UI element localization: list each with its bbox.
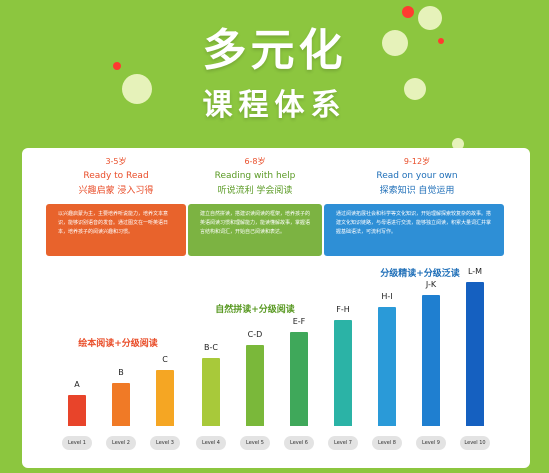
level-bar	[246, 345, 264, 426]
level-badge: Level 2	[106, 436, 136, 450]
stage-header-3: 9-12岁 Read on your own 探索知识 自觉运用	[324, 156, 510, 196]
level-bar	[290, 332, 308, 426]
stage-english-title: Reading with help	[214, 171, 296, 181]
bar-label: E-F	[292, 317, 306, 327]
level-bar	[466, 282, 484, 426]
level-badge: Level 8	[372, 436, 402, 450]
stage-chinese-title: 探索知识 自觉运用	[379, 186, 455, 196]
bar-label: C-D	[247, 330, 263, 339]
decor-dot	[402, 6, 414, 18]
stage-age: 3-5岁	[105, 157, 127, 166]
group-label-3: 分级精读+分级泛读	[380, 269, 460, 279]
stage-header-1: 3-5岁 Ready to Read 兴趣启蒙 浸入习得	[46, 156, 186, 196]
level-badge: Level 6	[284, 436, 314, 450]
course-panel: 3-5岁 Ready to Read 兴趣启蒙 浸入习得 6-8岁 Readin…	[22, 148, 530, 468]
bar-label: L-M	[467, 267, 483, 276]
level-bar	[378, 307, 396, 426]
bar-label: B-C	[204, 342, 218, 352]
hero-title: 多元化	[202, 25, 347, 76]
decor-dot	[382, 30, 408, 56]
bar-label: B	[118, 367, 124, 377]
stage-age: 6-8岁	[244, 157, 266, 166]
level-bar	[202, 357, 220, 426]
group-label-1: 绘本阅读+分级阅读	[78, 339, 158, 349]
level-bar	[156, 370, 174, 426]
level-bar	[112, 382, 130, 426]
level-badge: Level 3	[150, 436, 180, 450]
decor-dot	[452, 138, 464, 150]
group-label-2: 自然拼读+分级阅读	[215, 305, 295, 315]
stage-chinese-title: 兴趣启蒙 浸入习得	[78, 186, 154, 196]
bar-label: F-H	[336, 304, 350, 314]
decor-dot	[113, 62, 121, 70]
decor-dot	[122, 74, 152, 104]
stage-english-title: Ready to Read	[83, 171, 149, 181]
bar-label: C	[162, 355, 168, 365]
decor-dot	[404, 78, 426, 100]
bar-label: A	[74, 380, 80, 390]
decor-dot	[418, 6, 442, 30]
level-badge: Level 10	[460, 436, 490, 450]
stage-age: 9-12岁	[403, 157, 431, 166]
level-bar	[68, 395, 86, 426]
hero-subtitle: 课程体系	[202, 88, 347, 123]
level-bar	[422, 294, 440, 426]
stage-description: 以兴趣启蒙为主，主要培养听说能力，培养文本意识，能够识别语音的发音。通过图文在一…	[46, 204, 186, 256]
bar-label: J-K	[425, 279, 437, 289]
stage-header-2: 6-8岁 Reading with help 听说流利 学会阅读	[188, 156, 322, 196]
stage-chinese-title: 听说流利 学会阅读	[217, 186, 293, 196]
stage-description: 通过阅读拓展社会和科学等文化知识，开始理解探索较复杂的故事。搭建文化知识链路，与…	[324, 204, 504, 256]
level-bar	[334, 319, 352, 426]
level-badge: Level 5	[240, 436, 270, 450]
stage-description: 建立自然拼读，搭建识读阅读的框架，培养孩子的英语阅读习惯和理解能力，能读懂解故事…	[188, 204, 322, 256]
level-badge: Level 9	[416, 436, 446, 450]
stage-english-title: Read on your own	[376, 171, 458, 181]
level-badge: Level 7	[328, 436, 358, 450]
bar-label: H-I	[381, 292, 393, 302]
decor-dot	[438, 38, 444, 44]
level-badge: Level 4	[196, 436, 226, 450]
level-badge: Level 1	[62, 436, 92, 450]
